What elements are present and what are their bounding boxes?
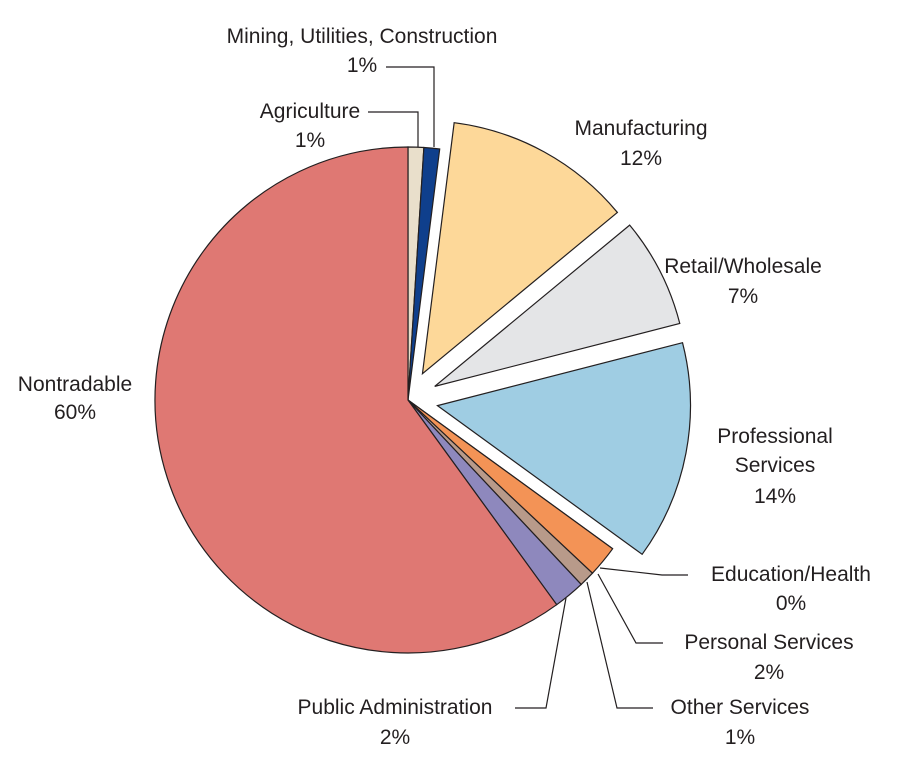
pie-slice: [154, 146, 558, 654]
leader-line: [368, 111, 419, 147]
slice-label: Education/Health: [711, 563, 871, 586]
leader-line: [599, 567, 688, 576]
value-label: 60%: [53, 401, 97, 424]
value-label: 0%: [775, 592, 807, 615]
slice-label: Agriculture: [259, 100, 361, 123]
leader-line: [597, 573, 663, 644]
value-label: 2%: [753, 661, 785, 684]
pie-slice: [434, 224, 681, 387]
slice-label: Manufacturing: [574, 117, 708, 140]
slice-label: Personal Services: [684, 631, 854, 654]
value-label: 14%: [753, 485, 797, 508]
slice-label: Public Administration: [297, 696, 493, 719]
value-label: 12%: [619, 147, 663, 170]
leader-line: [386, 66, 435, 147]
leader-line: [586, 581, 653, 709]
slice-label: Mining, Utilities, Construction: [226, 25, 498, 48]
leader-line: [515, 597, 567, 709]
value-label: 2%: [379, 726, 411, 749]
slice-label: Nontradable: [17, 373, 133, 396]
value-label: 1%: [724, 726, 756, 749]
slice-label: Professional Services: [717, 425, 833, 477]
slice-label: Other Services: [670, 696, 810, 719]
pie-slice: [421, 122, 619, 376]
pie-slice: [407, 146, 441, 401]
value-label: 1%: [346, 54, 378, 77]
value-label: 7%: [727, 285, 759, 308]
slice-label: Retail/Wholesale: [664, 255, 822, 278]
value-label: 1%: [294, 129, 326, 152]
pie-slice: [436, 341, 692, 556]
